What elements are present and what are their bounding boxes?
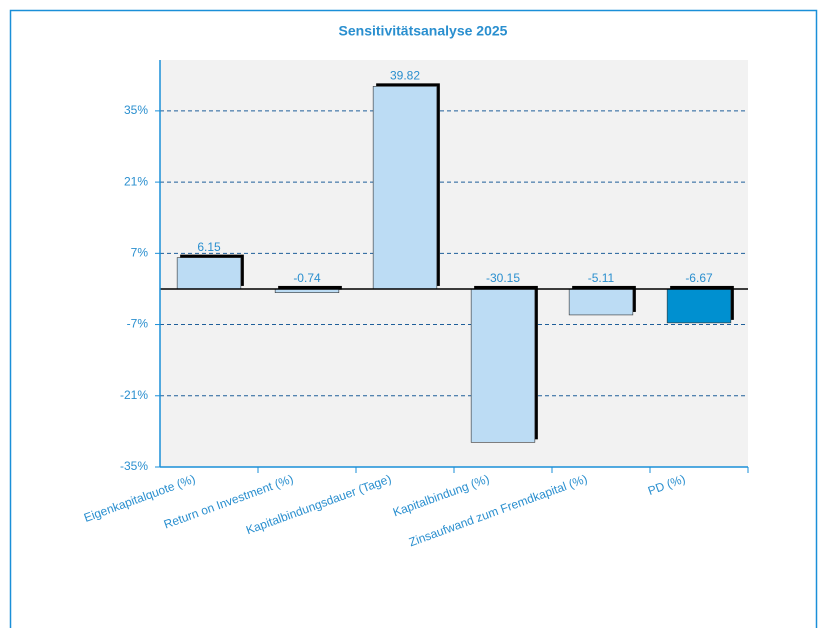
data-label: 6.15 [197,240,221,254]
y-tick-label: 21% [124,174,148,188]
data-label: -6.67 [685,271,713,285]
bar [666,288,732,324]
data-label: 39.82 [390,69,420,83]
x-tick-label: PD (%) [646,472,687,498]
x-tick-label: Zinsaufwand zum Fremdkapital (%) [407,472,589,550]
chart-title: Sensitivitätsanalyse 2025 [339,23,508,39]
y-tick-label: -7% [127,317,149,331]
y-tick-label: -21% [120,388,148,402]
plot-area [160,60,748,467]
data-label: -30.15 [486,271,520,285]
bar [176,257,242,290]
data-label: -5.11 [588,271,615,285]
bar [568,288,634,316]
y-tick-label: 35% [124,103,148,117]
bar-shadow [278,285,342,290]
y-tick-label: -35% [120,459,148,473]
data-label: -0.74 [293,271,321,285]
bar [372,86,438,290]
bar [470,288,536,443]
y-tick-label: 7% [131,245,149,259]
frame [9,9,818,628]
